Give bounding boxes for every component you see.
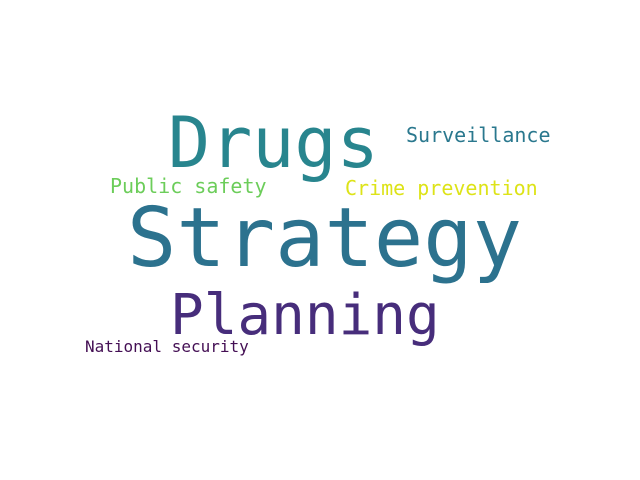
word-national-security: National security [85, 337, 249, 356]
word-drugs: Drugs [168, 102, 379, 184]
word-public-safety: Public safety [110, 174, 267, 198]
word-strategy: Strategy [127, 191, 522, 286]
word-surveillance: Surveillance [406, 123, 551, 147]
word-planning: Planning [170, 283, 440, 348]
word-crime-prevention: Crime prevention [345, 176, 538, 200]
